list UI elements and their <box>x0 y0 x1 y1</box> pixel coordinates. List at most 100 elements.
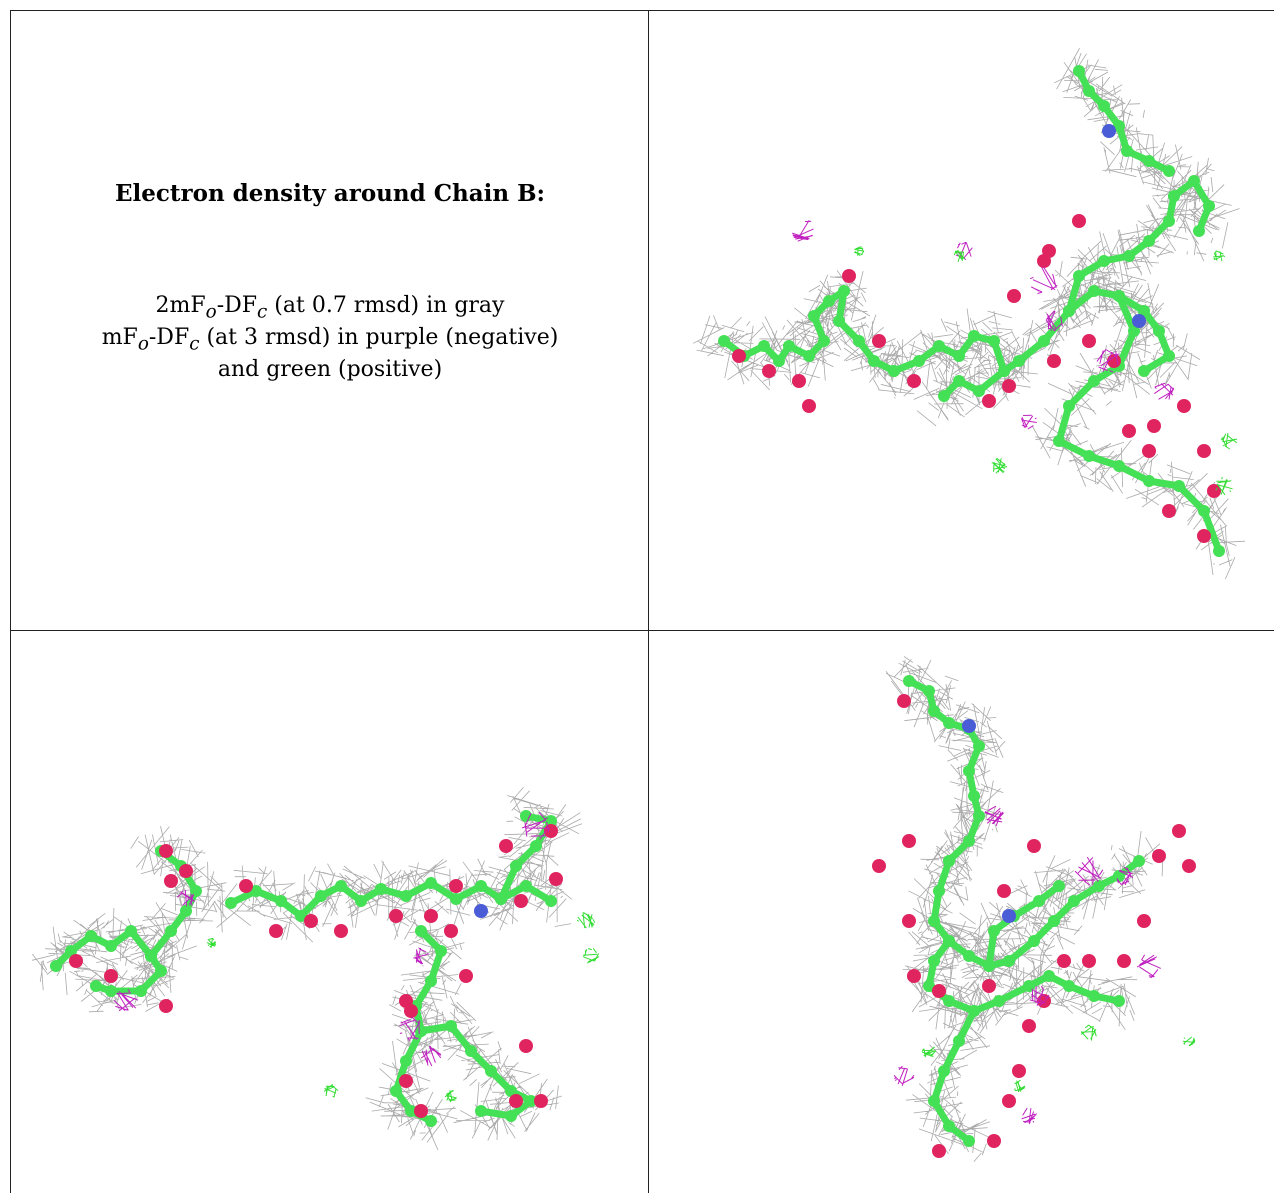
density-view-top-right <box>649 11 1274 631</box>
oxygen-atom <box>762 364 776 378</box>
carbon-atom <box>155 965 167 977</box>
carbon-atom <box>963 835 975 847</box>
carbon-atom <box>933 885 945 897</box>
carbon-atom <box>475 1105 487 1117</box>
carbon-atom <box>973 385 985 397</box>
carbon-atom <box>1028 935 1040 947</box>
carbon-atom <box>50 960 62 972</box>
carbon-atom <box>390 1085 402 1097</box>
density-mesh-negative <box>893 1065 915 1086</box>
oxygen-atom <box>269 924 283 938</box>
carbon-atom <box>1048 915 1060 927</box>
carbon-atom <box>1138 305 1150 317</box>
oxygen-atom <box>164 874 178 888</box>
density-mesh-negative <box>1096 349 1119 373</box>
carbon-atom <box>1123 250 1135 262</box>
carbon-atom <box>1198 505 1210 517</box>
carbon-atom <box>400 1055 412 1067</box>
oxygen-atom <box>159 844 173 858</box>
oxygen-atom <box>334 924 348 938</box>
carbon-atom <box>545 815 557 827</box>
carbon-atom <box>1153 325 1165 337</box>
carbon-atom <box>1113 460 1125 472</box>
oxygen-atom <box>104 969 118 983</box>
oxygen-atom <box>732 349 746 363</box>
oxygen-atom <box>1207 484 1221 498</box>
carbon-bond <box>1000 287 1173 375</box>
oxygen-atom <box>1012 1064 1026 1078</box>
carbon-atom <box>913 355 925 367</box>
carbon-atom <box>998 365 1010 377</box>
carbon-atom <box>90 980 102 992</box>
carbon-atom <box>1188 175 1200 187</box>
carbon-atom <box>903 675 915 687</box>
carbon-atom <box>838 285 850 297</box>
density-mesh-negative <box>1029 266 1058 294</box>
carbon-atom <box>405 1105 417 1117</box>
carbon-atom <box>853 335 865 347</box>
oxygen-atom <box>1197 529 1211 543</box>
carbon-atom <box>450 893 462 905</box>
carbon-atom <box>963 950 975 962</box>
carbon-atom <box>415 925 427 937</box>
density-mesh-negative <box>984 805 1004 826</box>
density-mesh-positive <box>854 246 865 257</box>
carbon-atom <box>973 740 985 752</box>
oxygen-atom <box>424 909 438 923</box>
oxygen-atom <box>534 1094 548 1108</box>
carbon-atom <box>545 895 557 907</box>
carbon-atom <box>105 940 117 952</box>
oxygen-atom <box>1072 214 1086 228</box>
carbon-atom <box>1163 350 1175 362</box>
carbon-atom <box>938 1065 950 1077</box>
oxygen-atom <box>159 999 173 1013</box>
density-mesh-positive <box>444 1089 457 1103</box>
carbon-atom <box>1173 480 1185 492</box>
carbon-atom <box>953 350 965 362</box>
caption-line-fofc: mFo-DFc (at 3 rmsd) in purple (negative) <box>101 325 559 355</box>
carbon-atom <box>530 840 542 852</box>
carbon-atom <box>190 885 202 897</box>
carbon-atom <box>1113 120 1125 132</box>
carbon-atom <box>823 295 835 307</box>
carbon-atom <box>1073 270 1085 282</box>
density-mesh-negative <box>1021 1107 1037 1125</box>
oxygen-atom <box>982 394 996 408</box>
carbon-atom <box>1163 215 1175 227</box>
carbon-atom <box>1083 450 1095 462</box>
carbon-atom <box>125 925 137 937</box>
carbon-atom <box>1013 355 1025 367</box>
electron-density-mesh-icon <box>872 656 1196 1163</box>
electron-density-mesh-icon <box>31 787 600 1151</box>
density-view-bottom-left <box>11 631 649 1193</box>
carbon-atom <box>928 1095 940 1107</box>
carbon-atom <box>1038 335 1050 347</box>
density-mesh-negative <box>176 889 195 907</box>
oxygen-atom <box>414 1104 428 1118</box>
oxygen-atom <box>1047 354 1061 368</box>
oxygen-atom <box>69 954 83 968</box>
density-mesh-positive <box>991 457 1008 474</box>
oxygen-atom <box>449 879 463 893</box>
carbon-atom <box>1213 545 1225 557</box>
oxygen-atom <box>907 969 921 983</box>
carbon-atom <box>1033 895 1045 907</box>
carbon-bond <box>890 332 1008 400</box>
density-mesh-positive <box>1182 1036 1196 1047</box>
carbon-atom <box>1193 225 1205 237</box>
carbon-atom <box>315 890 327 902</box>
carbon-atom <box>808 310 820 322</box>
density-mesh-positive <box>582 948 600 964</box>
carbon-atom <box>928 705 940 717</box>
carbon-atom <box>973 810 985 822</box>
carbon-atom <box>400 890 412 902</box>
carbon-atom <box>953 1035 965 1047</box>
carbon-atom <box>425 1115 437 1127</box>
oxygen-atom <box>997 884 1011 898</box>
carbon-atom <box>335 880 347 892</box>
carbon-atom <box>65 945 77 957</box>
carbon-atom <box>485 1065 497 1077</box>
oxygen-atom <box>1137 914 1151 928</box>
carbon-atom <box>1133 855 1145 867</box>
carbon-atom <box>505 1085 517 1097</box>
